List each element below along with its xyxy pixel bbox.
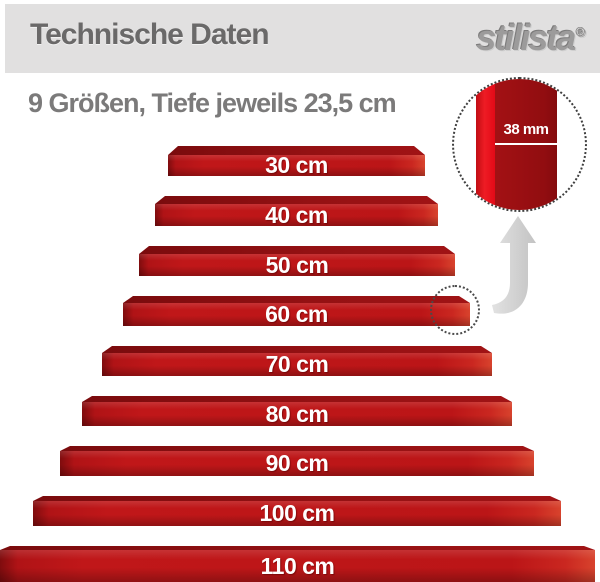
shelf-bar-60cm: 60 cm <box>123 296 470 327</box>
shelf-size-label: 80 cm <box>265 400 329 427</box>
shelf-bar-30cm: 30 cm <box>168 146 425 178</box>
thickness-detail-circle: 38 mm <box>452 77 587 212</box>
shelf-size-label: 110 cm <box>260 552 335 579</box>
shelf-front-face: 80 cm <box>82 400 512 427</box>
registered-trademark-symbol: ® <box>576 25 586 40</box>
shelf-top-edge <box>168 146 425 155</box>
brand-name: stilista <box>476 17 576 58</box>
shelf-bar-40cm: 40 cm <box>155 196 438 228</box>
sizes-subtitle: 9 Größen, Tiefe jeweils 23,5 cm <box>28 88 397 118</box>
shelf-front-face: 60 cm <box>123 301 470 327</box>
shelf-top-edge <box>139 246 455 254</box>
header-bar: Technische Daten stilista ® <box>5 4 600 73</box>
brand-logo: stilista ® <box>476 17 586 59</box>
shelf-size-label: 90 cm <box>265 450 329 476</box>
shelf-front-face: 100 cm <box>33 500 561 526</box>
shelf-front-face: 30 cm <box>168 152 425 178</box>
shelf-bar-80cm: 80 cm <box>82 396 512 427</box>
shelf-size-label: 50 cm <box>265 251 329 278</box>
shelf-size-label: 30 cm <box>265 152 328 178</box>
shelf-bar-70cm: 70 cm <box>102 346 492 377</box>
shelf-bar-50cm: 50 cm <box>139 246 455 278</box>
shelf-size-label: 60 cm <box>265 301 328 327</box>
shelf-top-edge <box>123 296 470 303</box>
shelf-front-face: 110 cm <box>0 550 595 582</box>
shelf-top-edge <box>102 346 492 353</box>
shelf-size-label: 40 cm <box>265 201 328 228</box>
shelf-size-label: 100 cm <box>259 500 335 526</box>
shelf-bar-100cm: 100 cm <box>33 496 561 526</box>
shelf-bar-110cm: 110 cm <box>0 546 595 582</box>
zoom-arrow-icon <box>492 216 536 314</box>
shelf-size-label: 70 cm <box>265 351 329 377</box>
shelf-top-edge <box>82 396 512 402</box>
thickness-label: 38 mm <box>503 121 549 138</box>
shelf-front-face: 40 cm <box>155 201 438 228</box>
zoom-source-dotted-circle <box>430 285 480 335</box>
thickness-measure-line <box>495 143 557 145</box>
shelf-front-face: 50 cm <box>139 251 455 278</box>
shelf-top-edge <box>155 196 438 204</box>
shelf-front-face: 70 cm <box>102 351 492 377</box>
page-title: Technische Daten <box>30 18 270 51</box>
shelf-top-edge <box>60 446 534 451</box>
shelf-top-edge <box>33 496 561 501</box>
shelf-top-edge <box>0 546 595 550</box>
shelf-front-face: 90 cm <box>60 450 534 476</box>
shelf-bar-90cm: 90 cm <box>60 446 534 476</box>
shelf-front-edge-strip <box>476 79 495 210</box>
